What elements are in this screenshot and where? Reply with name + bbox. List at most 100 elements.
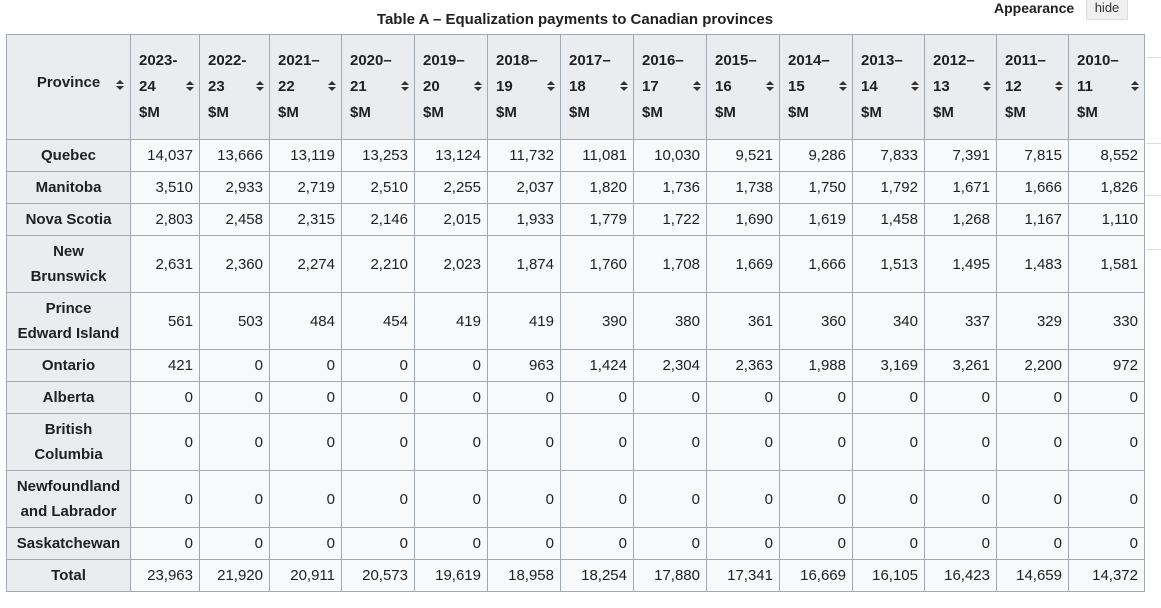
column-header-unit: $M (715, 104, 736, 121)
value-cell: 0 (560, 470, 634, 528)
column-header-year[interactable]: 2023- 24 $M (130, 34, 200, 140)
value-cell: 561 (130, 292, 200, 350)
value-cell: 0 (269, 349, 342, 382)
column-header-unit: $M (423, 104, 444, 121)
column-header-top: 2013– (861, 52, 903, 69)
value-cell: 14,372 (1068, 559, 1145, 592)
value-cell: 2,363 (706, 349, 780, 382)
province-name-line: Columbia (34, 446, 103, 463)
sort-icon[interactable] (474, 81, 482, 93)
column-header-unit: $M (861, 104, 882, 121)
province-cell: Manitoba (6, 171, 131, 204)
table-row: British Columbia 0 0 0 0 0 0 0 0 0 0 0 0 0 0 (6, 413, 1145, 471)
column-header-year[interactable]: 2011– 12 $M (996, 34, 1069, 140)
value-cell: 1,495 (924, 235, 997, 293)
column-header-province[interactable]: Province (6, 34, 131, 140)
column-header-year[interactable]: 2013– 14 $M (852, 34, 925, 140)
column-header-unit: $M (788, 104, 809, 121)
value-cell: 503 (199, 292, 270, 350)
value-cell: 9,521 (706, 139, 780, 172)
value-cell: 2,210 (341, 235, 415, 293)
value-cell: 0 (706, 413, 780, 471)
value-cell: 13,124 (414, 139, 488, 172)
value-cell: 0 (269, 413, 342, 471)
column-header-bottom: 13 (933, 78, 950, 95)
table-row: Nova Scotia 2,803 2,458 2,315 2,146 2,015 1,93… (6, 203, 1145, 236)
sort-icon[interactable] (116, 80, 124, 92)
province-name-line: Total (51, 567, 86, 584)
value-cell: 2,933 (199, 171, 270, 204)
value-cell: 0 (852, 527, 925, 560)
province-name-line: Nova Scotia (25, 211, 112, 228)
column-header-unit: $M (496, 104, 517, 121)
column-header-year[interactable]: 2019– 20 $M (414, 34, 488, 140)
sort-icon[interactable] (401, 81, 409, 93)
appearance-label[interactable]: Appearance (994, 0, 1075, 16)
value-cell: 20,573 (341, 559, 415, 592)
column-header-bottom: 19 (496, 78, 513, 95)
value-cell: 340 (852, 292, 925, 350)
value-cell: 1,779 (560, 203, 634, 236)
sort-icon[interactable] (1055, 81, 1063, 93)
sort-icon[interactable] (1131, 81, 1139, 93)
column-header-year[interactable]: 2016– 17 $M (633, 34, 707, 140)
value-cell: 0 (852, 381, 925, 414)
province-name-line: Edward Island (17, 325, 120, 342)
value-cell: 0 (414, 349, 488, 382)
province-name-line: Alberta (42, 389, 95, 406)
column-header-year[interactable]: 2018– 19 $M (487, 34, 561, 140)
sort-icon[interactable] (839, 81, 847, 93)
value-cell: 1,722 (633, 203, 707, 236)
value-cell: 1,826 (1068, 171, 1145, 204)
province-cell: Newfoundland and Labrador (6, 470, 131, 528)
value-cell: 16,423 (924, 559, 997, 592)
value-cell: 8,552 (1068, 139, 1145, 172)
column-header-year[interactable]: 2022- 23 $M (199, 34, 270, 140)
sort-icon[interactable] (256, 81, 264, 93)
value-cell: 0 (633, 413, 707, 471)
province-name-line: Brunswick (30, 268, 107, 285)
sort-icon[interactable] (186, 81, 194, 93)
column-header-top: 2014– (788, 52, 830, 69)
value-cell: 18,958 (487, 559, 561, 592)
value-cell: 484 (269, 292, 342, 350)
column-header-bottom: 23 (208, 78, 225, 95)
province-name-line: and Labrador (20, 503, 117, 520)
value-cell: 0 (199, 470, 270, 528)
value-cell: 17,341 (706, 559, 780, 592)
value-cell: 2,200 (996, 349, 1069, 382)
value-cell: 0 (414, 527, 488, 560)
value-cell: 0 (924, 470, 997, 528)
column-header-year[interactable]: 2020– 21 $M (341, 34, 415, 140)
column-header-year[interactable]: 2015– 16 $M (706, 34, 780, 140)
hide-button[interactable]: hide (1086, 0, 1128, 20)
value-cell: 13,253 (341, 139, 415, 172)
sort-icon[interactable] (328, 81, 336, 93)
value-cell: 1,513 (852, 235, 925, 293)
sort-icon[interactable] (693, 81, 701, 93)
sort-icon[interactable] (620, 81, 628, 93)
sort-icon[interactable] (983, 81, 991, 93)
column-header-unit: $M (642, 104, 663, 121)
value-cell: 16,105 (852, 559, 925, 592)
column-header-year[interactable]: 2014– 15 $M (779, 34, 853, 140)
table-row: Prince Edward Island 561 503 484 454 419 419 390… (6, 292, 1145, 350)
column-header-year[interactable]: 2017– 18 $M (560, 34, 634, 140)
province-cell: New Brunswick (6, 235, 131, 293)
column-header-bottom: 12 (1005, 78, 1022, 95)
value-cell: 1,738 (706, 171, 780, 204)
sort-icon[interactable] (911, 81, 919, 93)
value-cell: 0 (560, 527, 634, 560)
sort-icon[interactable] (547, 81, 555, 93)
value-cell: 0 (487, 381, 561, 414)
table-row: Quebec 14,037 13,666 13,119 13,253 13,124 11,7… (6, 139, 1145, 172)
value-cell: 0 (706, 470, 780, 528)
sort-icon[interactable] (766, 81, 774, 93)
column-header-bottom: 24 (139, 78, 156, 95)
column-header-year[interactable]: 2010– 11 $M (1068, 34, 1145, 140)
value-cell: 2,015 (414, 203, 488, 236)
value-cell: 3,510 (130, 171, 200, 204)
column-header-year[interactable]: 2021– 22 $M (269, 34, 342, 140)
value-cell: 0 (487, 413, 561, 471)
column-header-year[interactable]: 2012– 13 $M (924, 34, 997, 140)
